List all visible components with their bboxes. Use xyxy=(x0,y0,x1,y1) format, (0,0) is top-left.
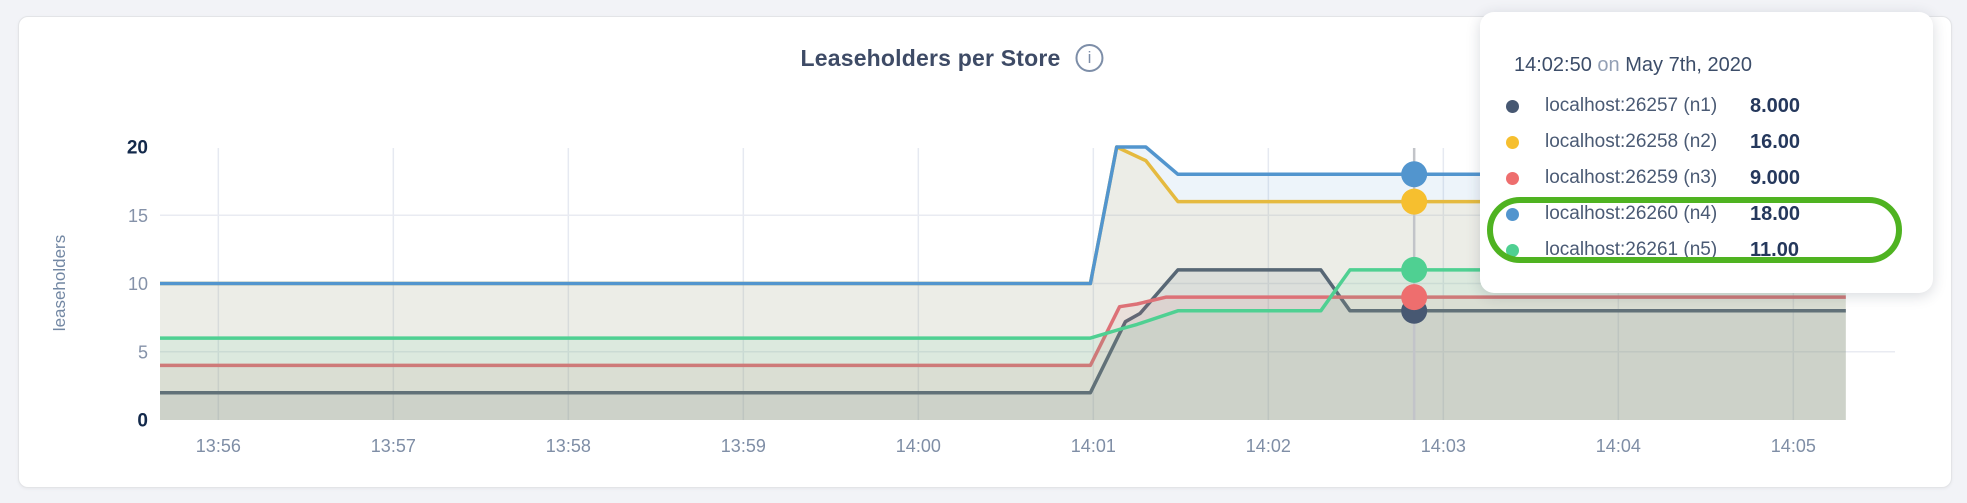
tooltip-timestamp: 14:02:50 on May 7th, 2020 xyxy=(1514,54,1933,77)
y-tick-label: 15 xyxy=(128,206,148,226)
series-area xyxy=(160,297,1846,420)
hover-tooltip: 14:02:50 on May 7th, 2020 localhost:2625… xyxy=(1480,12,1933,293)
series-color-dot xyxy=(1506,99,1519,113)
series-value: 9.000 xyxy=(1750,166,1801,189)
x-tick-label: 14:02 xyxy=(1246,436,1291,456)
chart-header: Leaseholders per Store i xyxy=(800,44,1104,72)
tooltip-on-word: on xyxy=(1597,54,1620,76)
series-color-dot xyxy=(1506,171,1519,185)
series-label: localhost:26258 (n2) xyxy=(1545,131,1718,152)
tooltip-date: May 7th, 2020 xyxy=(1625,54,1752,76)
x-tick-label: 14:04 xyxy=(1596,436,1641,456)
series-color-dot xyxy=(1506,135,1519,149)
y-tick-label: 20 xyxy=(127,138,148,159)
series-label: localhost:26259 (n3) xyxy=(1545,167,1718,188)
y-axis-title: leaseholders xyxy=(50,234,69,332)
series-group-n4 xyxy=(160,145,1846,420)
y-tick-label: 0 xyxy=(137,411,148,432)
series-color-dot xyxy=(1506,243,1519,257)
x-tick-label: 13:56 xyxy=(196,436,241,456)
series-label: localhost:26260 (n4) xyxy=(1545,203,1718,224)
tooltip-series-row: localhost:26261 (n5) 11.00 xyxy=(1480,232,1933,268)
series-label: localhost:26257 (n1) xyxy=(1545,95,1718,116)
series-group-n1 xyxy=(160,268,1846,420)
series-value: 18.00 xyxy=(1750,202,1801,225)
series-line xyxy=(160,295,1846,368)
series-line xyxy=(160,268,1846,340)
chart-title: Leaseholders per Store xyxy=(800,44,1061,71)
series-value: 11.00 xyxy=(1750,238,1799,261)
hover-dot-n3 xyxy=(1401,284,1428,311)
series-value: 8.000 xyxy=(1750,94,1801,117)
tooltip-time: 14:02:50 xyxy=(1514,54,1592,76)
hover-dot-n5 xyxy=(1401,256,1428,283)
x-tick-label: 14:05 xyxy=(1771,436,1816,456)
x-tick-label: 13:57 xyxy=(371,436,416,456)
tooltip-series-list: localhost:26257 (n1) 8.000 localhost:262… xyxy=(1480,88,1933,268)
tooltip-series-row: localhost:26257 (n1) 8.000 xyxy=(1480,88,1933,124)
x-tick-label: 14:01 xyxy=(1071,436,1116,456)
tooltip-series-row: localhost:26259 (n3) 9.000 xyxy=(1480,160,1933,196)
series-line xyxy=(160,268,1846,395)
hover-dot-n2 xyxy=(1401,188,1428,215)
info-icon[interactable]: i xyxy=(1075,44,1104,72)
series-label: localhost:26261 (n5) xyxy=(1545,239,1718,260)
series-area xyxy=(160,269,1846,420)
tooltip-series-row: localhost:26258 (n2) 16.00 xyxy=(1480,124,1933,160)
y-tick-label: 5 xyxy=(138,342,148,362)
x-tick-label: 13:58 xyxy=(546,436,591,456)
series-line xyxy=(160,145,1846,286)
x-tick-label: 13:59 xyxy=(721,436,766,456)
series-value: 16.00 xyxy=(1750,130,1801,153)
series-color-dot xyxy=(1506,207,1519,221)
tooltip-series-row: localhost:26260 (n4) 18.00 xyxy=(1480,196,1933,232)
y-tick-label: 10 xyxy=(128,274,148,294)
x-tick-label: 14:03 xyxy=(1421,436,1466,456)
x-tick-label: 14:00 xyxy=(896,436,941,456)
series-group-n3 xyxy=(160,295,1846,420)
hover-dot-n4 xyxy=(1401,161,1428,188)
